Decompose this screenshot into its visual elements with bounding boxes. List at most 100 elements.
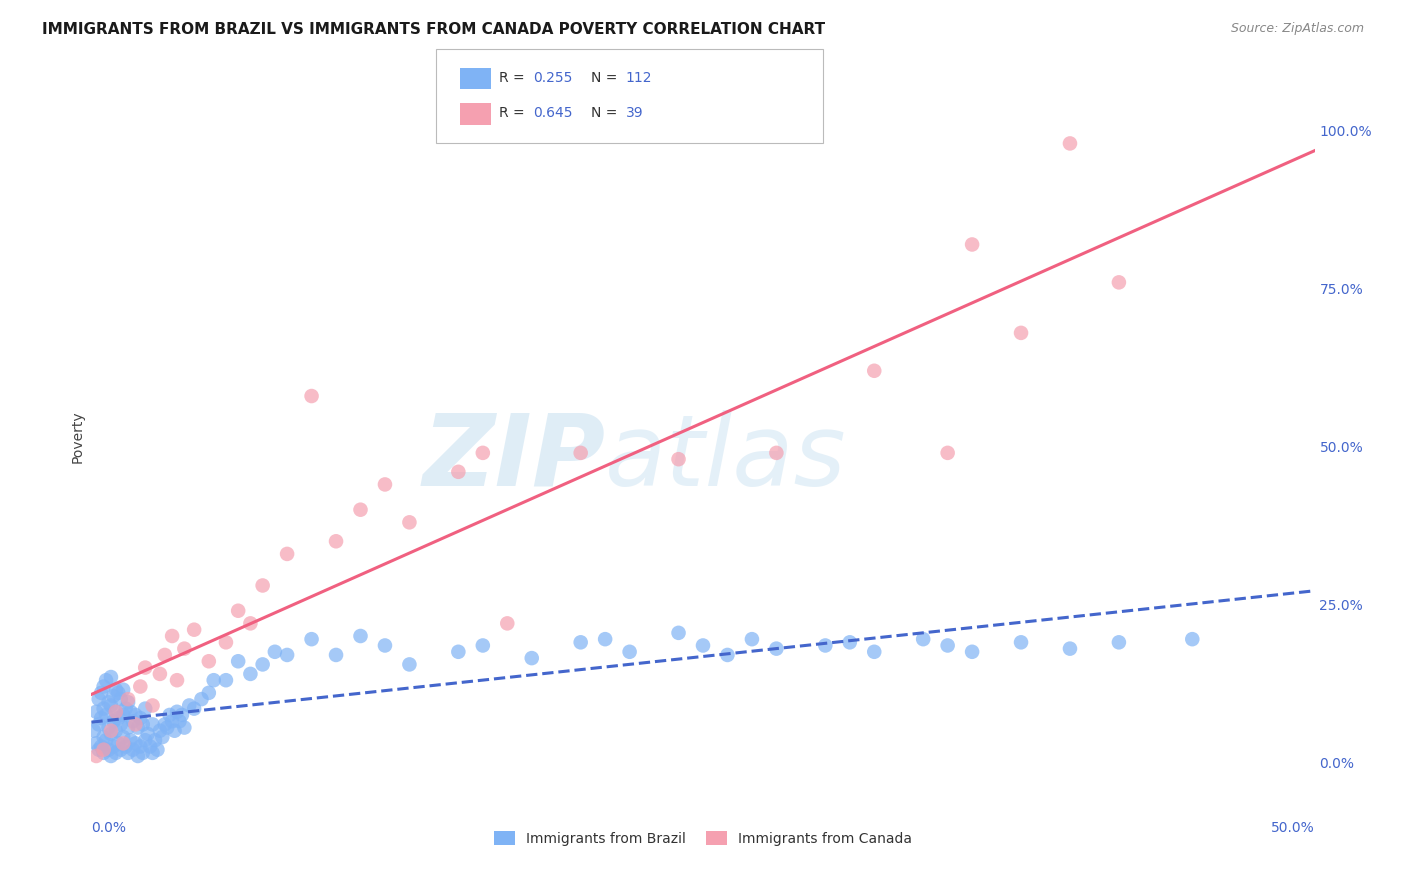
Text: 39: 39 — [626, 106, 644, 120]
Point — [90, 686, 112, 700]
Point — [814, 639, 837, 653]
Point — [276, 648, 298, 662]
Point — [84, 736, 107, 750]
Point — [134, 733, 156, 747]
Point — [156, 721, 179, 735]
Point — [173, 721, 195, 735]
Point — [202, 673, 225, 688]
Point — [124, 717, 146, 731]
Point — [1059, 641, 1081, 656]
Point — [134, 660, 156, 674]
Point — [103, 689, 125, 703]
Point — [87, 717, 110, 731]
Point — [114, 701, 136, 715]
Point — [349, 502, 371, 516]
Point — [149, 723, 172, 738]
Point — [398, 516, 420, 530]
Point — [471, 639, 494, 653]
Point — [93, 730, 115, 744]
Point — [838, 635, 860, 649]
Point — [264, 645, 287, 659]
Point — [107, 686, 129, 700]
Point — [569, 635, 592, 649]
Point — [112, 682, 135, 697]
Legend: Immigrants from Brazil, Immigrants from Canada: Immigrants from Brazil, Immigrants from … — [488, 825, 918, 851]
Text: ZIP: ZIP — [422, 410, 605, 507]
Point — [114, 739, 136, 754]
Y-axis label: Poverty: Poverty — [70, 411, 84, 463]
Point — [239, 666, 262, 681]
Point — [83, 723, 105, 738]
Point — [215, 673, 238, 688]
Point — [170, 708, 193, 723]
Point — [90, 711, 112, 725]
Point — [252, 657, 274, 672]
Point — [569, 446, 592, 460]
Point — [90, 739, 112, 754]
Point — [153, 648, 176, 662]
Point — [374, 639, 396, 653]
Point — [132, 746, 155, 760]
Point — [93, 746, 115, 760]
Point — [141, 698, 163, 713]
Point — [103, 739, 125, 754]
Text: atlas: atlas — [605, 410, 846, 507]
Point — [112, 736, 135, 750]
Point — [668, 452, 690, 467]
Point — [447, 645, 470, 659]
Point — [183, 701, 205, 715]
Point — [166, 673, 188, 688]
Text: R =: R = — [499, 106, 529, 120]
Point — [120, 733, 142, 747]
Point — [173, 641, 195, 656]
Point — [141, 717, 163, 731]
Text: IMMIGRANTS FROM BRAZIL VS IMMIGRANTS FROM CANADA POVERTY CORRELATION CHART: IMMIGRANTS FROM BRAZIL VS IMMIGRANTS FRO… — [42, 22, 825, 37]
Point — [496, 616, 519, 631]
Point — [141, 746, 163, 760]
Point — [1181, 632, 1204, 647]
Point — [226, 654, 249, 668]
Point — [110, 692, 132, 706]
Point — [1108, 635, 1130, 649]
Point — [117, 695, 139, 709]
Point — [104, 746, 127, 760]
Point — [117, 721, 139, 735]
Point — [97, 721, 120, 735]
Point — [129, 680, 152, 694]
Point — [668, 625, 690, 640]
Point — [100, 698, 122, 713]
Point — [159, 708, 181, 723]
Point — [471, 446, 494, 460]
Point — [97, 695, 120, 709]
Point — [301, 389, 323, 403]
Point — [132, 717, 155, 731]
Point — [93, 701, 115, 715]
Text: 0.255: 0.255 — [533, 70, 572, 85]
Point — [960, 645, 983, 659]
Point — [120, 705, 142, 719]
Point — [146, 742, 169, 756]
Point — [112, 708, 135, 723]
Point — [692, 639, 714, 653]
Point — [301, 632, 323, 647]
Point — [136, 727, 159, 741]
Point — [374, 477, 396, 491]
Point — [325, 648, 347, 662]
Point — [117, 746, 139, 760]
Point — [93, 680, 115, 694]
Point — [100, 727, 122, 741]
Point — [936, 446, 959, 460]
Point — [134, 701, 156, 715]
Point — [1059, 136, 1081, 151]
Text: N =: N = — [591, 70, 621, 85]
Point — [179, 698, 201, 713]
Point — [117, 692, 139, 706]
Text: 50.0%: 50.0% — [1271, 821, 1315, 835]
Point — [124, 736, 146, 750]
Point — [110, 717, 132, 731]
Text: N =: N = — [591, 106, 621, 120]
Point — [1108, 276, 1130, 290]
Point — [104, 723, 127, 738]
Point — [912, 632, 935, 647]
Point — [87, 742, 110, 756]
